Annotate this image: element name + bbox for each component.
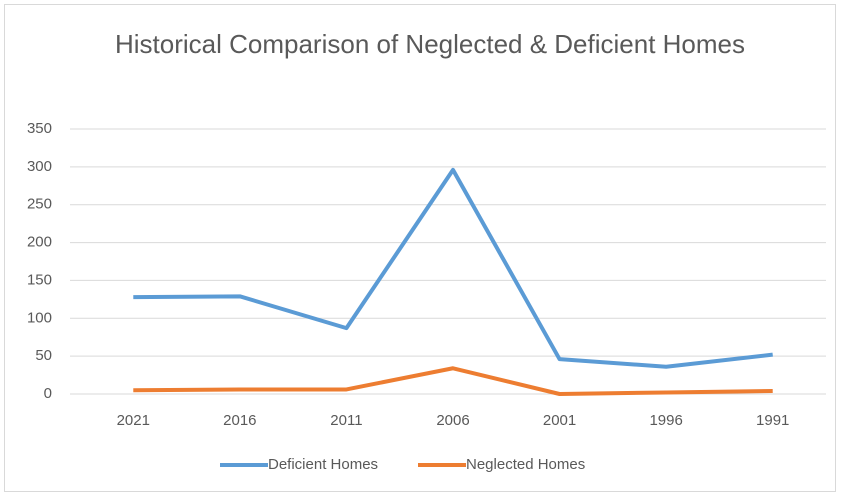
x-tick-label: 2016 bbox=[223, 412, 256, 429]
x-tick-label: 1991 bbox=[756, 412, 789, 429]
x-tick-label: 2021 bbox=[117, 412, 150, 429]
chart-frame bbox=[4, 4, 836, 492]
y-tick-label: 350 bbox=[27, 120, 52, 137]
y-tick-label: 200 bbox=[27, 234, 52, 251]
y-tick-label: 50 bbox=[35, 347, 52, 364]
series-line bbox=[133, 366, 773, 396]
x-tick-label: 2006 bbox=[436, 412, 469, 429]
x-tick-label: 2011 bbox=[330, 412, 362, 429]
series-line bbox=[133, 167, 773, 369]
y-tick-label: 300 bbox=[27, 158, 52, 175]
y-tick-label: 0 bbox=[44, 385, 52, 402]
chart-title: Historical Comparison of Neglected & Def… bbox=[114, 29, 746, 59]
legend-label: Neglected Homes bbox=[466, 456, 585, 473]
y-tick-label: 100 bbox=[27, 309, 52, 326]
x-tick-label: 1996 bbox=[649, 412, 682, 429]
y-tick-label: 250 bbox=[27, 196, 52, 213]
x-tick-label: 2001 bbox=[543, 412, 576, 429]
y-tick-label: 150 bbox=[27, 271, 52, 288]
legend-label: Deficient Homes bbox=[268, 456, 378, 473]
